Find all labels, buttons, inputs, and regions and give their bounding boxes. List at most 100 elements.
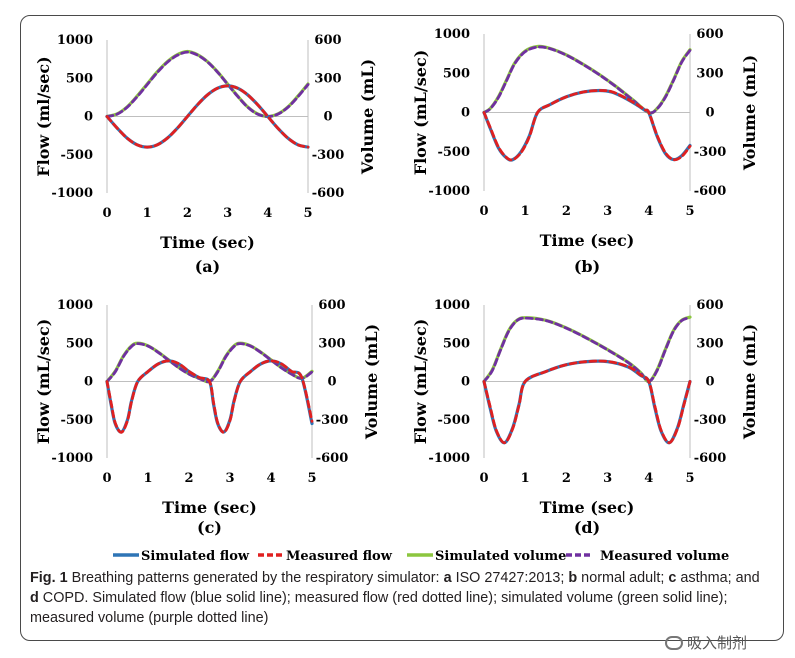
y2-tick-label: 300 bbox=[314, 71, 341, 86]
x-tick-label: 2 bbox=[562, 204, 571, 219]
y-tick-label: -1000 bbox=[428, 184, 470, 199]
y2-axis-label: Volume (mL) bbox=[740, 55, 759, 171]
series-measured-flow bbox=[105, 359, 314, 434]
wechat-icon bbox=[665, 635, 683, 650]
x-tick-label: 1 bbox=[143, 471, 152, 486]
caption-d: d bbox=[30, 590, 39, 606]
y-tick-label: 0 bbox=[84, 110, 93, 125]
legend-label: Measured flow bbox=[286, 549, 393, 564]
x-tick-label: 2 bbox=[183, 206, 192, 221]
watermark-text: 吸入制剂 bbox=[687, 634, 748, 652]
panel-label: (b) bbox=[574, 257, 600, 276]
y2-axis-label: Volume (mL) bbox=[358, 59, 377, 175]
y-tick-label: 1000 bbox=[57, 298, 93, 313]
y-tick-label: 500 bbox=[443, 336, 470, 351]
y-tick-label: 0 bbox=[461, 375, 470, 390]
y-tick-label: 500 bbox=[66, 71, 93, 86]
caption-fig-label: Fig. 1 bbox=[30, 570, 68, 586]
y2-axis-label: Volume (mL) bbox=[362, 324, 381, 440]
caption-text-4: asthma; and bbox=[676, 570, 760, 586]
chart-panel-a: -1000 -500 0 500 1000 -600 -300 0 300 600 0 1 2 3 4 5 Ti… bbox=[34, 33, 377, 276]
y2-axis-label: Volume (mL) bbox=[740, 324, 759, 440]
y2-tick-label: -600 bbox=[316, 451, 349, 466]
y-tick-label: -1000 bbox=[51, 186, 93, 201]
y-tick-label: 1000 bbox=[57, 33, 93, 48]
y-tick-label: -500 bbox=[437, 145, 470, 160]
y2-tick-label: 0 bbox=[327, 375, 336, 390]
x-tick-label: 3 bbox=[225, 471, 234, 486]
x-tick-label: 3 bbox=[603, 471, 612, 486]
y-tick-label: 500 bbox=[66, 336, 93, 351]
x-tick-label: 2 bbox=[184, 471, 193, 486]
series-measured-volume bbox=[482, 316, 692, 383]
chart-panel-b: -1000 -500 0 500 1000 -600 -300 0 300 600 0 1 2 3 4 5 Ti… bbox=[411, 27, 759, 276]
y-tick-label: -500 bbox=[60, 148, 93, 163]
series-simulated-volume bbox=[482, 44, 692, 115]
x-tick-label: 0 bbox=[102, 471, 111, 486]
panel-label: (d) bbox=[574, 518, 600, 537]
chart-panel-d: -1000 -500 0 500 1000 -600 -300 0 300 600 0 1 2 3 4 5 Ti… bbox=[411, 298, 759, 537]
y-axis-label: Flow (mL/sec) bbox=[34, 319, 53, 445]
caption-text-1: Breathing patterns generated by the resp… bbox=[71, 570, 444, 586]
caption-text-3: normal adult; bbox=[577, 570, 669, 586]
watermark: 吸入制剂 bbox=[665, 632, 747, 653]
y2-tick-label: 600 bbox=[314, 33, 341, 48]
legend-label: Simulated flow bbox=[141, 549, 250, 564]
y2-tick-label: 600 bbox=[318, 298, 345, 313]
series-simulated-flow bbox=[482, 359, 692, 445]
x-tick-label: 4 bbox=[266, 471, 275, 486]
y2-tick-label: 600 bbox=[696, 298, 723, 313]
x-tick-label: 4 bbox=[644, 471, 653, 486]
x-tick-label: 0 bbox=[102, 206, 111, 221]
y2-tick-label: 300 bbox=[696, 66, 723, 81]
y2-tick-label: -600 bbox=[694, 451, 727, 466]
y2-tick-label: 600 bbox=[696, 27, 723, 42]
y-axis-label: Flow (mL/sec) bbox=[411, 50, 430, 176]
caption-text-2: ISO 27427:2013; bbox=[451, 570, 569, 586]
y-tick-label: -500 bbox=[437, 413, 470, 428]
x-tick-label: 5 bbox=[307, 471, 316, 486]
x-tick-label: 4 bbox=[263, 206, 272, 221]
x-tick-label: 3 bbox=[603, 204, 612, 219]
series-simulated-volume bbox=[105, 49, 310, 119]
panel-label: (c) bbox=[197, 518, 222, 537]
legend: Simulated flow Measured flow Simulated vol… bbox=[113, 549, 729, 564]
y2-tick-label: 300 bbox=[696, 336, 723, 351]
chart-panel-c: -1000 -500 0 500 1000 -600 -300 0 300 600 0 1 2 3 4 5 Ti… bbox=[34, 298, 381, 537]
y2-tick-label: -300 bbox=[316, 413, 349, 428]
figure-frame bbox=[20, 15, 784, 641]
x-tick-label: 5 bbox=[685, 204, 694, 219]
y2-tick-label: 300 bbox=[318, 336, 345, 351]
series-measured-volume bbox=[105, 50, 310, 118]
figure-caption: Fig. 1 Breathing patterns generated by t… bbox=[30, 568, 770, 628]
legend-label: Measured volume bbox=[600, 549, 729, 564]
series-simulated-volume bbox=[482, 315, 692, 384]
x-tick-label: 0 bbox=[479, 204, 488, 219]
series-simulated-flow bbox=[482, 88, 692, 162]
x-axis-label: Time (sec) bbox=[162, 498, 257, 517]
y2-tick-label: 0 bbox=[705, 106, 714, 121]
y-tick-label: 1000 bbox=[434, 298, 470, 313]
legend-label: Simulated volume bbox=[435, 549, 566, 564]
y2-tick-label: -600 bbox=[312, 186, 345, 201]
series-simulated-flow bbox=[105, 359, 314, 434]
x-axis-label: Time (sec) bbox=[160, 233, 255, 252]
y-axis-label: Flow (mL/sec) bbox=[411, 319, 430, 445]
x-tick-label: 4 bbox=[644, 204, 653, 219]
y-tick-label: 500 bbox=[443, 66, 470, 81]
caption-b: b bbox=[568, 570, 578, 586]
x-tick-label: 5 bbox=[685, 471, 694, 486]
y-tick-label: -1000 bbox=[428, 451, 470, 466]
x-axis-label: Time (sec) bbox=[540, 231, 635, 250]
x-tick-label: 1 bbox=[143, 206, 152, 221]
x-tick-label: 1 bbox=[521, 471, 530, 486]
y-axis-label: Flow (ml/sec) bbox=[34, 56, 53, 176]
x-tick-label: 2 bbox=[562, 471, 571, 486]
y2-tick-label: 0 bbox=[705, 375, 714, 390]
x-tick-label: 5 bbox=[303, 206, 312, 221]
y-tick-label: -1000 bbox=[51, 451, 93, 466]
y2-tick-label: -300 bbox=[312, 148, 345, 163]
y2-tick-label: -300 bbox=[694, 413, 727, 428]
caption-text-5: COPD. Simulated flow (blue solid line); … bbox=[30, 590, 728, 626]
